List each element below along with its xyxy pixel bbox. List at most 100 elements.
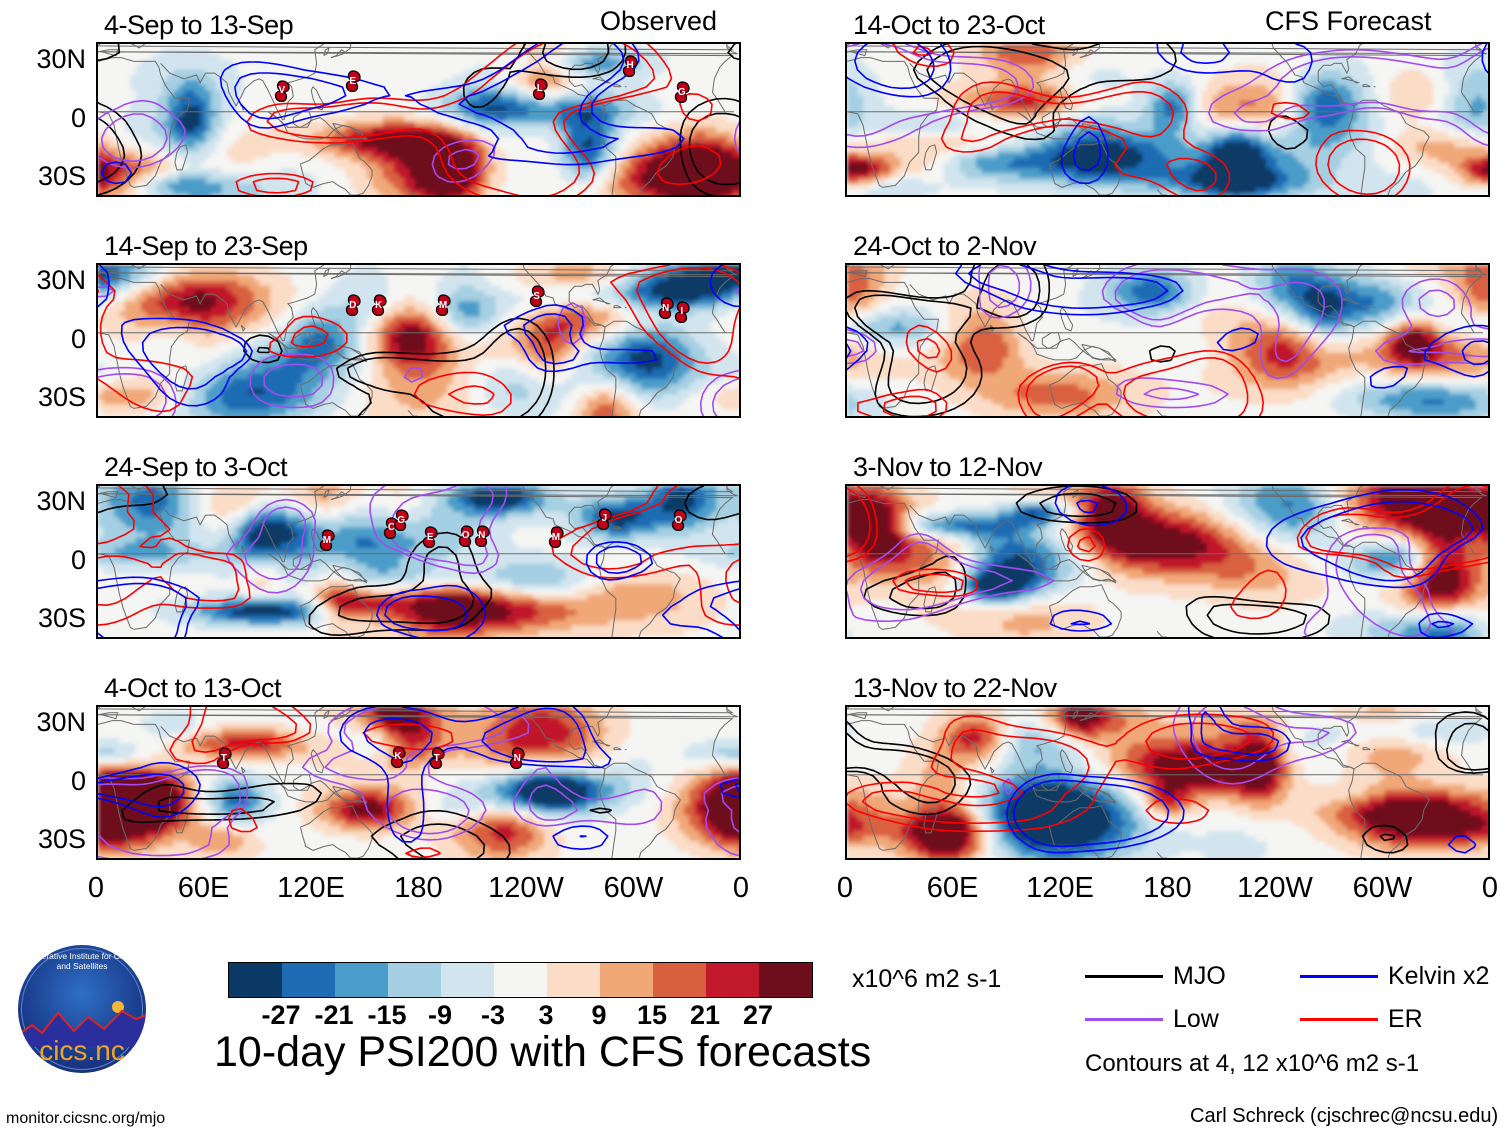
y-axis-tick-label: 0 [0, 103, 86, 134]
legend-label: ER [1388, 1005, 1423, 1034]
panel-title: 24-Oct to 2-Nov [853, 231, 1037, 262]
tropical-cyclone-label: S [528, 285, 545, 307]
tropical-cyclone-label: J [596, 508, 613, 530]
tropical-cyclone-label: V [273, 80, 290, 102]
y-axis-tick-label: 0 [0, 324, 86, 355]
contour-er [98, 486, 739, 626]
y-axis-tick-label: 0 [0, 766, 86, 797]
contour-kelvin [98, 265, 739, 407]
colorbar-swatch [282, 963, 335, 997]
panel-title: 14-Sep to 23-Sep [104, 231, 308, 262]
contour-er [169, 707, 454, 858]
legend-label: Low [1173, 1005, 1219, 1034]
tropical-cyclone-marker: K [389, 745, 406, 768]
tropical-cyclone-marker: S [528, 285, 545, 307]
tropical-cyclone-marker: O [457, 524, 474, 547]
panel-title: 3-Nov to 12-Nov [853, 452, 1043, 483]
tropical-cyclone-label: M [318, 529, 335, 551]
colorbar-swatch [494, 963, 547, 997]
colorbar-swatch [335, 963, 388, 997]
y-axis-tick-label: 30S [0, 603, 86, 634]
main-title: 10-day PSI200 with CFS forecasts [214, 1028, 871, 1077]
panel-title: 24-Sep to 3-Oct [104, 452, 288, 483]
tropical-cyclone-label: T [428, 747, 445, 769]
contour-er [847, 713, 1275, 833]
map-panel: V E L H G [96, 42, 741, 197]
colorbar-tick-label: 15 [637, 1000, 667, 1031]
legend-label: MJO [1173, 962, 1226, 991]
tropical-cyclone-marker: G [673, 81, 690, 104]
contour-low [225, 486, 508, 594]
colorbar-tick-label: 9 [591, 1000, 606, 1031]
tropical-cyclone-label: E [422, 526, 439, 548]
logo-ring [21, 948, 143, 1070]
colorbar-ticks: -27 -21 -15 -9 -3 3 9 15 21 27 [228, 1000, 812, 1030]
legend-line-swatch [1300, 975, 1378, 978]
legend-entry-mjo: MJO [1085, 962, 1226, 991]
tropical-cyclone-marker: T [428, 747, 445, 770]
panel-title: 14-Oct to 23-Oct [853, 10, 1045, 41]
x-axis-tick-label: 180 [394, 872, 442, 905]
tropical-cyclone-label: K [370, 294, 387, 316]
contour-low [847, 265, 1488, 409]
tropical-cyclone-marker: M [547, 526, 564, 549]
contour-kelvin [1049, 486, 1484, 637]
map-panel [845, 484, 1490, 639]
tropical-cyclone-marker: L [531, 78, 548, 100]
x-axis-tick-label: 120E [1026, 872, 1094, 905]
y-axis-tick-label: 30S [0, 161, 86, 192]
tropical-cyclone-label: H [622, 55, 639, 77]
legend-entry-er: ER [1300, 1005, 1423, 1034]
map-field [98, 707, 739, 858]
legend-label: Kelvin x2 [1388, 962, 1489, 991]
tropical-cyclone-marker: T [215, 747, 232, 770]
legend-entry-low: Low [1085, 1005, 1219, 1034]
map-field [98, 265, 739, 416]
column-header-observed: Observed [600, 6, 717, 37]
tropical-cyclone-marker: E [422, 526, 439, 549]
tropical-cyclone-marker: K [370, 294, 387, 317]
logo-sun-icon [112, 1001, 124, 1013]
colorbar-tick-label: 21 [690, 1000, 720, 1031]
tropical-cyclone-label: C [383, 517, 400, 539]
cics-nc-logo: Cooperative Institute for Climate and Sa… [18, 945, 146, 1073]
contour-kelvin [847, 265, 1488, 389]
colorbar-tick-label: -15 [367, 1000, 406, 1031]
tropical-cyclone-marker: N [473, 524, 490, 547]
y-axis-tick-label: 30N [0, 44, 86, 75]
contour-er [98, 265, 739, 416]
colorbar-tick-label: -21 [314, 1000, 353, 1031]
coastlines [847, 707, 1487, 858]
tropical-cyclone-label: E [344, 70, 361, 92]
contour-kelvin [847, 44, 1488, 185]
x-axis-tick-label: 0 [88, 872, 104, 905]
tropical-cyclone-marker: G [393, 509, 410, 532]
tropical-cyclone-marker: D [344, 294, 361, 317]
map-panel [845, 263, 1490, 418]
y-axis-tick-label: 30N [0, 265, 86, 296]
tropical-cyclone-label: M [435, 294, 452, 316]
legend-entry-kelvin-x2: Kelvin x2 [1300, 962, 1489, 991]
tropical-cyclone-marker: E [344, 70, 361, 93]
footer-author: Carl Schreck (cjschrec@ncsu.edu) [1190, 1105, 1498, 1128]
map-field [847, 486, 1488, 637]
legend-line-swatch [1300, 1018, 1378, 1021]
contour-mjo [98, 44, 739, 195]
colorbar-swatch [229, 963, 282, 997]
x-axis: 0 60E 120E 180 120W 60W 0 [837, 872, 1498, 906]
x-axis-tick-label: 0 [733, 872, 749, 905]
colorbar [228, 962, 813, 998]
logo-mountain-icon [18, 1009, 146, 1047]
colorbar-swatch [441, 963, 494, 997]
tropical-cyclone-marker: O [670, 509, 687, 532]
contour-er [892, 44, 1411, 195]
colorbar-tick-label: -3 [481, 1000, 505, 1031]
tropical-cyclone-marker: V [273, 79, 290, 102]
colorbar-swatch [759, 963, 812, 997]
footer-url[interactable]: monitor.cicsnc.org/mjo [6, 1110, 165, 1128]
y-axis-tick-label: 30N [0, 486, 86, 517]
tropical-cyclone-marker: N [509, 747, 526, 770]
